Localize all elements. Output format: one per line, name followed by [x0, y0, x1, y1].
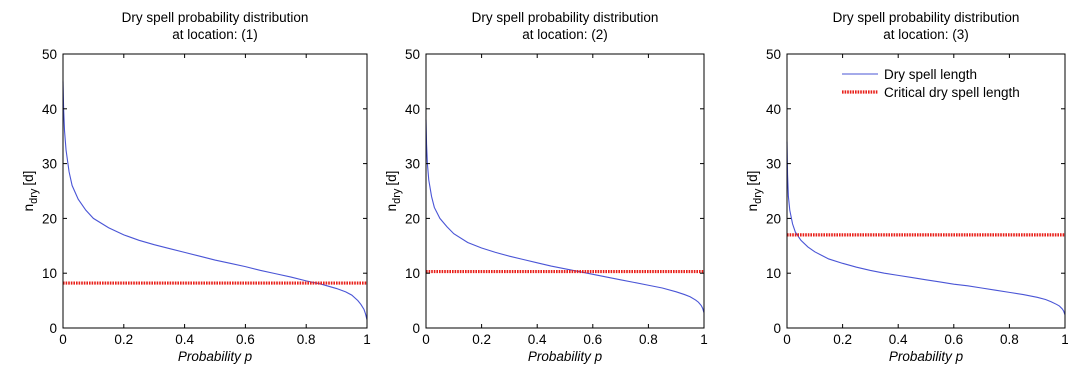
y-axis-label-main: n: [384, 204, 399, 212]
x-tick-label: 0.2: [114, 332, 133, 347]
legend-entry-2: Critical dry spell length: [884, 85, 1020, 100]
axes-frame: [62, 53, 368, 329]
y-tick-label: 30: [766, 157, 781, 172]
y-tick-label: 40: [405, 102, 420, 117]
y-tick-label: 0: [412, 321, 420, 336]
y-axis-label-unit: [d]: [745, 171, 760, 186]
y-axis-label-main: n: [745, 204, 760, 212]
y-tick-label: 50: [766, 47, 781, 62]
x-tick-label: 0.8: [639, 332, 658, 347]
x-tick-label: 1: [363, 332, 371, 347]
chart-title-line-2: at location: (1): [172, 27, 258, 42]
y-tick-label: 50: [42, 47, 57, 62]
y-tick-label: 40: [42, 102, 57, 117]
y-axis-label: ndry [d]: [384, 171, 403, 212]
dry-spell-length-curve: [62, 81, 368, 320]
chart-panel-3: Dry spell probability distribution at loc…: [745, 10, 1068, 364]
chart-panel-1: Dry spell probability distribution at loc…: [21, 10, 371, 364]
x-tick-label: 0.2: [472, 332, 491, 347]
y-axis-label-sub: dry: [391, 188, 403, 204]
legend-entry-1: Dry spell length: [884, 67, 977, 82]
chart-title-line-1: Dry spell probability distribution: [833, 10, 1020, 25]
x-tick-label: 0.8: [1000, 332, 1019, 347]
chart-panel-2: Dry spell probability distribution at loc…: [384, 10, 708, 364]
dry-spell-length-curve: [786, 141, 1066, 316]
x-tick-label: 1: [1061, 332, 1068, 347]
x-tick-label: 0.2: [833, 332, 852, 347]
y-axis-label-sub: dry: [28, 188, 40, 204]
x-tick-label: 0.8: [297, 332, 316, 347]
y-tick-label: 50: [405, 47, 420, 62]
y-axis-label-sub: dry: [752, 188, 764, 204]
chart-title-line-1: Dry spell probability distribution: [472, 10, 659, 25]
y-tick-label: 20: [42, 211, 57, 226]
chart-title-line-2: at location: (3): [883, 27, 969, 42]
x-axis-label: Probability p: [178, 349, 253, 364]
y-tick-label: 0: [773, 321, 781, 336]
x-axis-label: Probability p: [889, 349, 964, 364]
y-tick-label: 40: [766, 102, 781, 117]
y-tick-label: 10: [405, 266, 420, 281]
axes-frame: [425, 53, 705, 329]
y-tick-label: 20: [766, 211, 781, 226]
x-tick-label: 0: [783, 332, 791, 347]
y-tick-label: 0: [49, 321, 57, 336]
x-tick-label: 0: [59, 332, 67, 347]
y-tick-label: 10: [42, 266, 57, 281]
y-tick-label: 20: [405, 211, 420, 226]
y-axis-label-unit: [d]: [384, 171, 399, 186]
y-tick-label: 30: [405, 157, 420, 172]
axes-frame: [786, 53, 1066, 329]
chart-title-line-2: at location: (2): [522, 27, 608, 42]
legend: Dry spell length Critical dry spell lengt…: [842, 67, 1020, 100]
x-tick-label: 0.4: [889, 332, 908, 347]
y-axis-label: ndry [d]: [745, 171, 764, 212]
y-axis-label-main: n: [21, 204, 36, 212]
x-tick-label: 1: [700, 332, 708, 347]
x-tick-label: 0.6: [944, 332, 963, 347]
y-tick-label: 10: [766, 266, 781, 281]
x-tick-label: 0: [422, 332, 430, 347]
y-axis-label-unit: [d]: [21, 171, 36, 186]
y-tick-label: 30: [42, 157, 57, 172]
x-axis-label: Probability p: [528, 349, 603, 364]
chart-title-line-1: Dry spell probability distribution: [122, 10, 309, 25]
y-axis-label: ndry [d]: [21, 171, 40, 212]
x-tick-label: 0.6: [236, 332, 255, 347]
dry-spell-length-curve: [425, 119, 705, 313]
x-tick-label: 0.6: [583, 332, 602, 347]
x-tick-label: 0.4: [528, 332, 547, 347]
x-tick-label: 0.4: [175, 332, 194, 347]
